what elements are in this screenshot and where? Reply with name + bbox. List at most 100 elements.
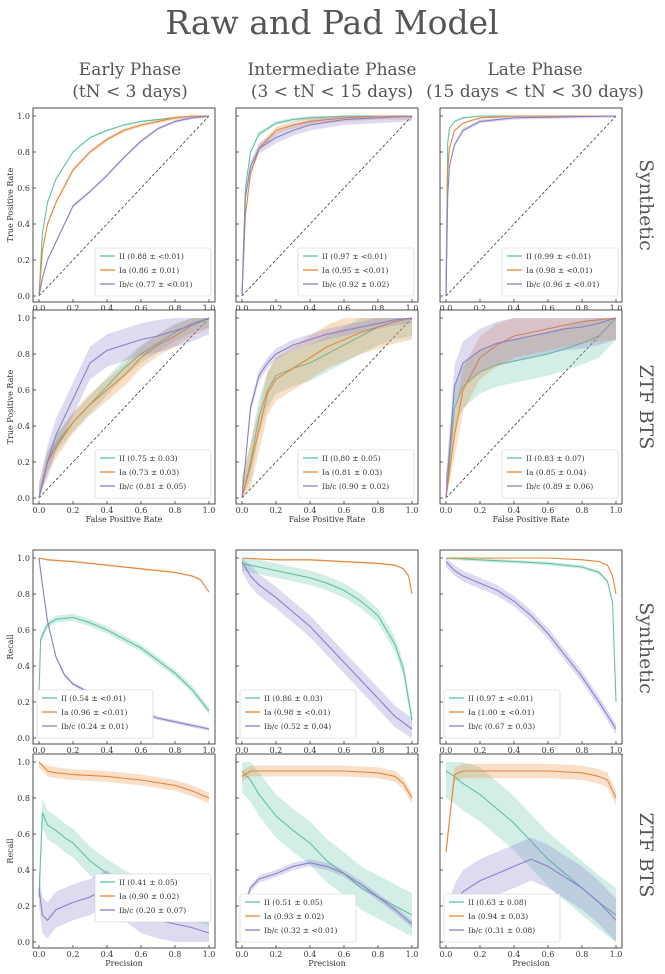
y-tick-label: 0.4 — [17, 422, 30, 431]
legend: II (0.75 ± 0.03) Ia (0.73 ± 0.03) Ib/c (0.… — [94, 449, 212, 499]
legend-entry-ibc: Ib/c (0.31 ± 0.08) — [468, 926, 535, 935]
y-axis-label: Recall — [6, 838, 15, 864]
x-tick-label: 0.2 — [67, 950, 80, 959]
band-ia — [39, 762, 209, 804]
x-tick-label: 1.0 — [203, 506, 216, 515]
x-tick-label: 0.0 — [236, 746, 249, 755]
x-tick-label: 0.6 — [542, 950, 555, 959]
legend: II (0.97 ± <0.01) Ia (0.95 ± <0.01) Ib/c (… — [297, 247, 415, 297]
panel-roc-ztf-bts-late: 0.0 0.2 0.4 0.6 0.8 1.0 False Positive Rate II … — [439, 309, 623, 524]
x-tick-label: 0.4 — [508, 304, 521, 313]
band-ii — [242, 318, 412, 498]
x-tick-label: 1.0 — [203, 950, 216, 959]
x-tick-label: 1.0 — [610, 506, 623, 515]
y-axis-label: True Positive Rate — [6, 167, 15, 242]
band-ibc — [242, 558, 412, 738]
legend-entry-ia: Ia (0.94 ± 0.03) — [468, 912, 528, 921]
panel-pr-synthetic-late: 0.0 0.2 0.4 0.6 0.8 1.0 II (0.97 ± <0.01) Ia (1… — [439, 549, 623, 755]
legend-entry-ii: II (0.83 ± 0.07) — [526, 454, 585, 463]
x-tick-label: 0.0 — [236, 304, 249, 313]
x-axis-label: Precision — [308, 959, 346, 968]
x-tick-label: 0.0 — [440, 950, 453, 959]
x-tick-label: 0.4 — [304, 950, 317, 959]
legend: II (0.88 ± <0.01) Ia (0.86 ± 0.01) Ib/c (0… — [94, 247, 212, 297]
y-tick-label: 1.0 — [17, 112, 30, 121]
y-axis-label: Recall — [6, 634, 15, 660]
y-tick-label: 0.6 — [17, 830, 30, 839]
row-label-pr-synthetic: Synthetic — [635, 602, 657, 693]
y-tick-label: 0.2 — [17, 458, 30, 467]
series-line-ii — [445, 317, 617, 499]
series-line-ibc — [241, 115, 413, 297]
series-line-ibc — [445, 561, 617, 730]
row-label-pr-ztf: ZTF BTS — [635, 813, 657, 898]
series-line-ibc — [241, 862, 413, 925]
legend-entry-ia: Ia (0.98 ± <0.01) — [526, 266, 592, 275]
x-tick-label: 0.0 — [236, 506, 249, 515]
legend-entry-ibc: Ib/c (0.32 ± <0.01) — [264, 926, 338, 935]
x-tick-label: 0.8 — [576, 746, 589, 755]
panel-pr-ztf-bts-early: 0.00.0 0.2 0.2 0.4 0.4 0.6 0.6 0.8 0.8 1.0 1.0 Reca… — [6, 753, 216, 968]
x-tick-label: 0.6 — [338, 746, 351, 755]
panel-pr-ztf-bts-intermediate: 0.0 0.2 0.4 0.6 0.8 1.0 Precision II (0.51 ± 0.… — [235, 753, 419, 968]
series-line-ii — [241, 562, 413, 721]
band-ibc — [242, 859, 412, 928]
x-tick-label: 0.8 — [169, 950, 182, 959]
legend-entry-ia: Ia (0.73 ± 0.03) — [119, 468, 179, 477]
y-tick-label: 1.0 — [17, 554, 30, 563]
series-line-ii — [241, 115, 412, 297]
x-tick-label: 0.6 — [135, 746, 148, 755]
x-tick-label: 1.0 — [610, 304, 623, 313]
x-tick-label: 1.0 — [406, 746, 419, 755]
y-tick-label: 0.0 — [17, 938, 30, 947]
x-axis-label: False Positive Rate — [86, 515, 163, 524]
legend-box — [297, 247, 415, 297]
x-tick-label: 1.0 — [610, 950, 623, 959]
y-axis-label: True Positive Rate — [6, 369, 15, 444]
y-tick-label: 0.6 — [17, 626, 30, 635]
x-tick-label: 0.2 — [474, 506, 487, 515]
y-tick-label: 0.0 — [17, 292, 30, 301]
x-tick-label: 0.6 — [135, 950, 148, 959]
y-tick-label: 0.8 — [17, 590, 30, 599]
x-tick-label: 0.6 — [338, 950, 351, 959]
x-axis-label: False Positive Rate — [289, 515, 366, 524]
legend: II (0.54 ± <0.01) Ia (0.96 ± <0.01) Ib/c (… — [36, 689, 154, 739]
legend-entry-ia: Ia (0.85 ± 0.04) — [526, 468, 586, 477]
series-line-ia — [38, 557, 210, 593]
x-tick-label: 0.8 — [372, 950, 385, 959]
legend-box — [501, 449, 619, 499]
series-line-ibc — [445, 317, 617, 499]
series-line-ia — [38, 115, 209, 297]
legend-entry-ii: II (0.97 ± <0.01) — [322, 252, 387, 261]
x-tick-label: 0.2 — [474, 950, 487, 959]
column-title-late: Late Phase — [487, 60, 582, 80]
legend-entry-ibc: Ib/c (0.52 ± 0.04) — [264, 722, 331, 731]
x-tick-label: 0.4 — [101, 304, 114, 313]
legend: II (0.99 ± <0.01) Ia (0.98 ± <0.01) Ib/c (… — [501, 247, 619, 297]
legend-entry-ii: II (0.51 ± 0.05) — [264, 898, 323, 907]
band-ibc — [39, 558, 209, 731]
x-tick-label: 0.0 — [33, 950, 46, 959]
legend: II (0.51 ± 0.05) Ia (0.93 ± 0.02) Ib/c (0.… — [239, 893, 357, 943]
panel-roc-ztf-bts-early: 0.00.0 0.2 0.2 0.4 0.4 0.6 0.6 0.8 0.8 1.0 1.0 True… — [6, 309, 216, 524]
x-tick-label: 0.6 — [135, 506, 148, 515]
legend-entry-ia: Ia (0.96 ± <0.01) — [61, 708, 127, 717]
y-tick-label: 0.6 — [17, 184, 30, 193]
x-tick-label: 0.8 — [169, 304, 182, 313]
legend-entry-ia: Ia (0.81 ± 0.03) — [322, 468, 382, 477]
x-tick-label: 0.6 — [135, 304, 148, 313]
legend-box — [443, 893, 561, 943]
y-tick-label: 0.8 — [17, 148, 30, 157]
baseline-diagonal — [38, 317, 210, 499]
row-label-roc-synthetic: Synthetic — [635, 159, 657, 250]
x-tick-label: 0.0 — [236, 950, 249, 959]
series-line-ii — [38, 317, 210, 499]
y-tick-label: 0.4 — [17, 866, 30, 875]
legend-entry-ia: Ia (0.90 ± 0.02) — [119, 892, 179, 901]
legend-entry-ibc: Ib/c (0.89 ± 0.06) — [526, 482, 593, 491]
band-ii — [446, 318, 616, 498]
y-tick-label: 0.2 — [17, 698, 30, 707]
x-tick-label: 0.4 — [508, 950, 521, 959]
